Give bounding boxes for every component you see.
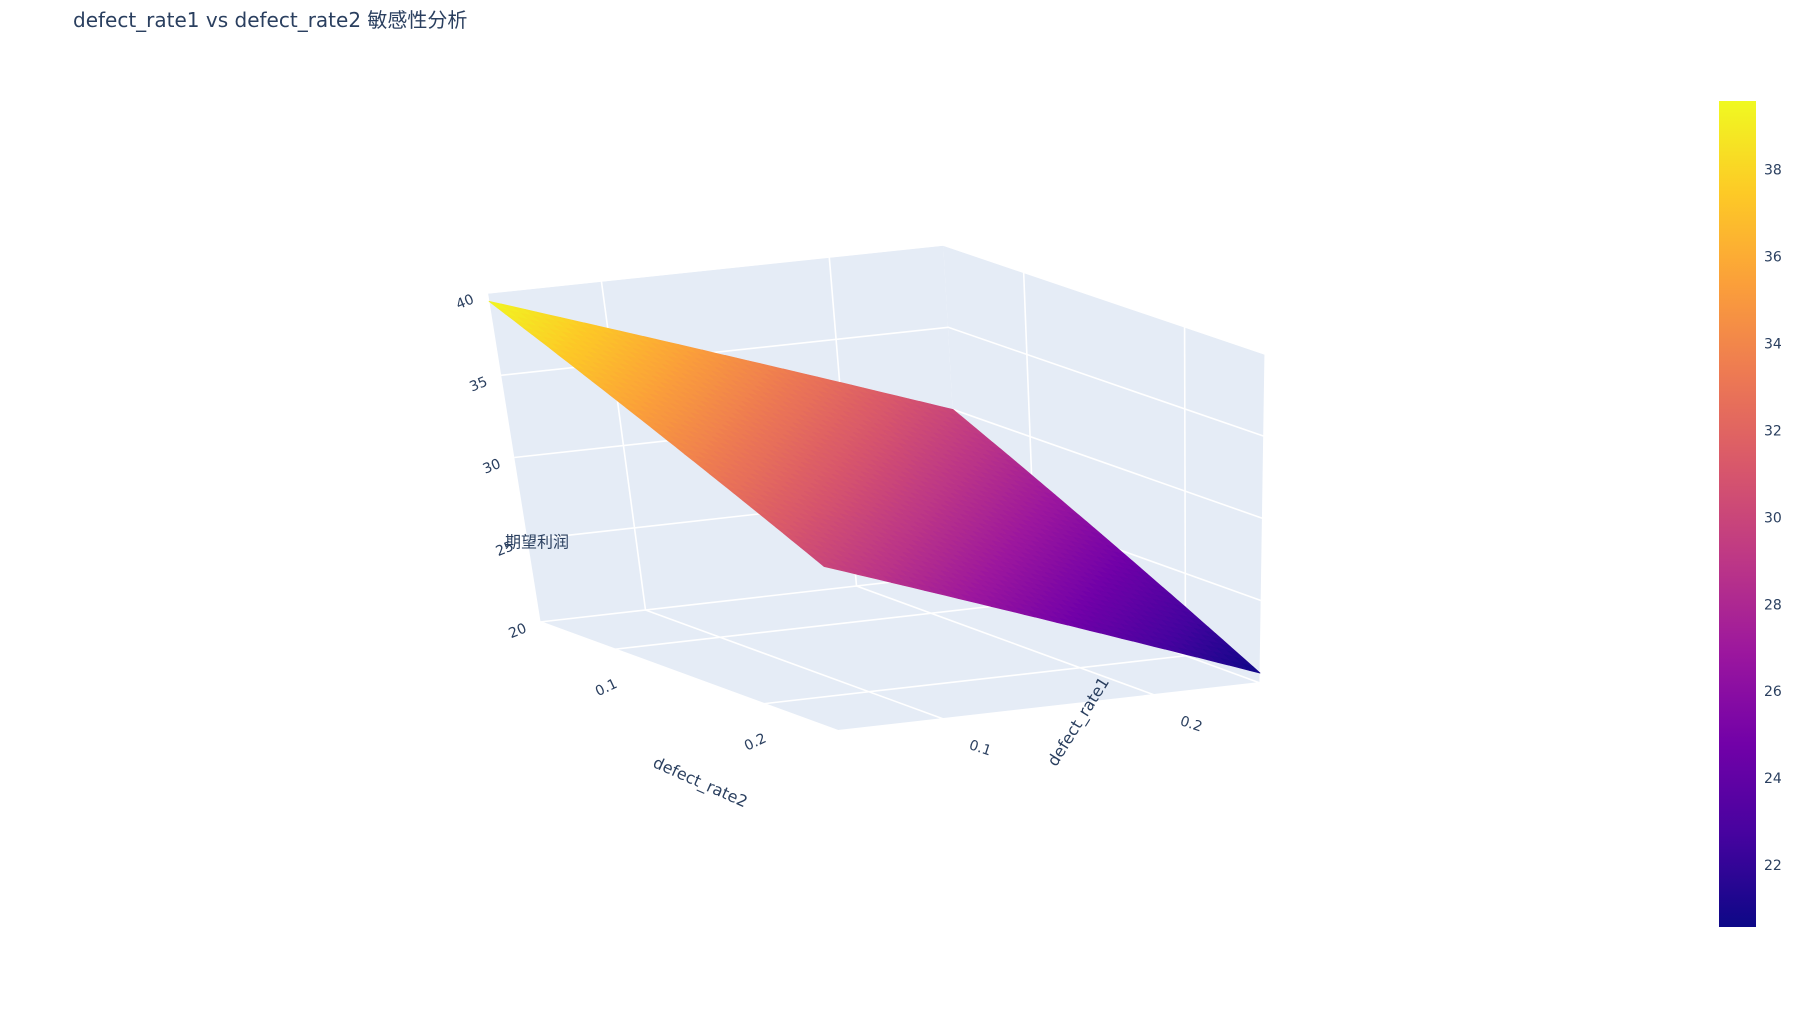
colorbar-tick-label: 22 [1764, 858, 1782, 874]
x-gridline-floor [645, 609, 944, 720]
surface-cell [1242, 663, 1261, 674]
axis-line [539, 621, 839, 732]
colorbar-tick-label: 38 [1764, 163, 1782, 179]
scene-edge [943, 244, 1266, 355]
colorbar-tick-label: 32 [1764, 423, 1782, 439]
axis-ticks: 20 25 30 35 40 0.1 0.2 0.1 0.2 [454, 292, 1204, 760]
y-gridline-wall [1183, 326, 1187, 656]
z-tick-label: 20 [506, 621, 529, 643]
y-axis-title: defect_rate2 [650, 753, 751, 812]
x-gridline-floor [856, 585, 1155, 696]
colorbar[interactable]: 22 24 26 28 30 32 34 36 38 [1719, 101, 1782, 927]
colorbar-ramp [1719, 101, 1756, 927]
scene-edge [487, 244, 944, 294]
scene-edge [486, 292, 541, 623]
colorbar-tick-label: 36 [1764, 250, 1782, 266]
z-tick-label: 35 [467, 374, 490, 396]
y-tick-label: 0.2 [742, 731, 769, 755]
axis-line [837, 682, 1261, 732]
y-gridline-floor [614, 600, 1037, 651]
z-tick-label: 30 [481, 456, 504, 478]
scene-edge [1259, 353, 1266, 684]
z-tick-label: 25 [494, 538, 517, 560]
y-tick-label: 0.1 [593, 676, 620, 700]
colorbar-tick-label: 28 [1764, 597, 1782, 613]
x-tick-label: 0.2 [1178, 713, 1204, 735]
chart-title: defect_rate1 vs defect_rate2 敏感性分析 [73, 8, 468, 32]
z-tick-label: 40 [454, 292, 477, 314]
colorbar-tick-label: 34 [1764, 337, 1782, 353]
z-axis-title: 期望利润 [505, 533, 569, 552]
colorbar-tick-label: 26 [1764, 684, 1782, 700]
surface-layer [488, 300, 1261, 674]
colorbar-tick-label: 24 [1764, 771, 1782, 787]
floor-pane [540, 574, 1260, 731]
colorbar-tick-label: 30 [1764, 510, 1782, 526]
y-gridline-floor [763, 654, 1186, 705]
x-tick-label: 0.1 [967, 737, 993, 759]
